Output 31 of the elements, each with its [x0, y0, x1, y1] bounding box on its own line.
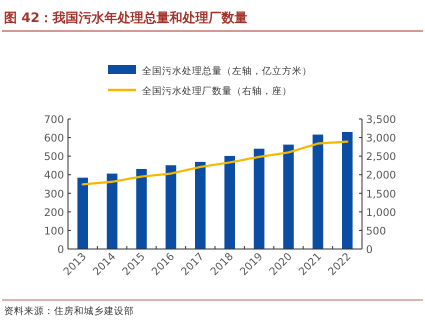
y-tick-label: 0: [57, 244, 64, 256]
y2-tick-label: 2,000: [366, 170, 396, 182]
y-tick-label: 400: [44, 170, 64, 182]
bar: [224, 156, 235, 249]
bar: [312, 134, 324, 249]
line-series: [82, 140, 348, 186]
y2-tick-label: 2,500: [366, 151, 396, 164]
bar: [254, 148, 264, 249]
bar: [106, 174, 118, 249]
y-tick-label: 500: [44, 151, 64, 164]
legend-label: 全国污水处理总量（左轴，亿立方米）: [142, 65, 312, 77]
y-tick-label: 600: [44, 132, 64, 145]
bar: [283, 144, 294, 249]
bar: [136, 168, 147, 249]
y2-tick-label: 1,000: [366, 206, 396, 219]
y2-tick-label: 3,500: [366, 114, 396, 126]
bar: [166, 165, 176, 249]
y2-tick-label: 1,500: [366, 188, 396, 200]
y-tick-label: 300: [44, 188, 64, 200]
y-tick-label: 100: [44, 225, 64, 238]
y-tick-label: 200: [44, 206, 64, 219]
bar: [195, 162, 206, 249]
y2-tick-label: 500: [366, 225, 386, 238]
bar: [77, 178, 88, 249]
chart-title: 图 42：我国污水年处理总量和处理厂数量: [4, 10, 248, 26]
y-tick-label: 700: [44, 114, 64, 126]
y2-tick-label: 3,000: [366, 132, 396, 145]
y2-tick-label: 0: [366, 244, 373, 256]
legend-label: 全国污水处理厂数量（右轴，座）: [142, 85, 292, 97]
bar: [342, 132, 353, 249]
text: 资料来源：住房和城乡建设部: [4, 305, 134, 317]
